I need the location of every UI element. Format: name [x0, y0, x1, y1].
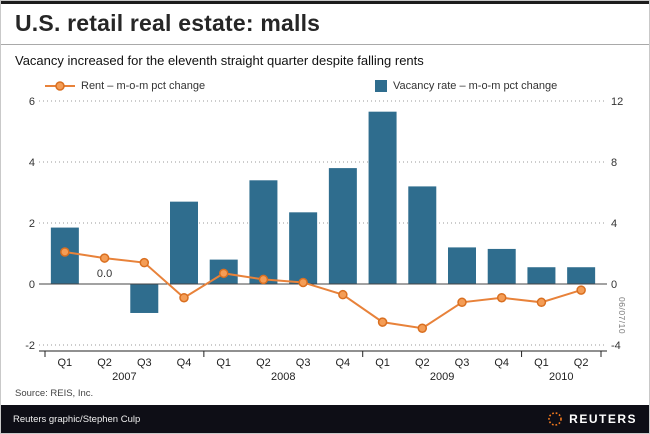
vacancy-bar: [408, 186, 437, 284]
quarter-label: Q3: [455, 357, 470, 369]
rent-marker: [179, 292, 189, 303]
vacancy-square-icon: [375, 80, 387, 92]
rent-marker: [377, 317, 388, 327]
quarter-label: Q4: [494, 357, 509, 369]
quarter-label: Q1: [534, 357, 549, 369]
right-axis-label: 0: [611, 279, 617, 291]
rent-marker: [576, 285, 586, 295]
chart-legend: Rent – m-o-m pct change Vacancy rate – m…: [1, 80, 649, 96]
rent-marker: [258, 274, 269, 285]
legend-vacancy-label: Vacancy rate – m-o-m pct change: [393, 80, 558, 92]
rent-marker: [99, 253, 110, 263]
quarter-label: Q2: [415, 357, 430, 369]
left-axis-label: 6: [29, 96, 35, 108]
left-axis-label: -2: [25, 340, 35, 352]
vacancy-bar: [527, 267, 556, 284]
chart-area: 6 4 2 0 -2 12 8 4 0 -4 Q1 Q2 Q3 Q4 Q1 Q2 Q3 Q4 Q1 Q2 Q3 Q4 Q1 Q…: [1, 89, 649, 389]
vacancy-bar: [328, 168, 357, 284]
vacancy-bar: [50, 227, 79, 284]
rent-marker: [536, 297, 547, 308]
right-axis-label: 12: [611, 96, 623, 108]
top-rule: [1, 1, 649, 4]
legend-item-rent: Rent – m-o-m pct change: [45, 80, 205, 92]
page-title: U.S. retail real estate: malls: [15, 10, 321, 36]
quarter-label: Q2: [574, 357, 589, 369]
left-axis-label: 4: [29, 157, 35, 169]
quarter-label: Q1: [375, 357, 390, 369]
source-attribution: Source: REIS, Inc.: [15, 388, 94, 399]
right-axis-label: 4: [611, 218, 617, 230]
vacancy-bar: [567, 267, 596, 284]
quarter-label: Q3: [137, 357, 152, 369]
year-label: 2007: [112, 371, 136, 383]
vacancy-bar: [170, 201, 198, 284]
left-axis-label: 2: [29, 218, 35, 230]
vacancy-bar: [448, 247, 476, 284]
vacancy-bar: [368, 111, 397, 284]
quarter-label: Q4: [336, 357, 351, 369]
reuters-logo-text: REUTERS: [569, 412, 637, 426]
footer-bar: Reuters graphic/Stephen Culp REUTERS: [1, 405, 649, 433]
legend-rent-label: Rent – m-o-m pct change: [81, 80, 206, 92]
combo-chart: 6 4 2 0 -2 12 8 4 0 -4 Q1 Q2 Q3 Q4 Q1 Q2 Q3 Q4 Q1 Q2 Q3 Q4 Q1 Q…: [25, 96, 623, 383]
year-label: 2008: [271, 371, 295, 383]
side-date-stamp: 06/07/10: [617, 297, 627, 335]
rent-marker: [218, 268, 229, 279]
rent-marker: [457, 297, 467, 308]
quarter-label: Q2: [97, 357, 112, 369]
vacancy-bar: [209, 259, 238, 284]
rent-line: [64, 250, 582, 330]
quarter-label: Q1: [216, 357, 231, 369]
rent-marker: [139, 257, 150, 268]
right-axis-label: -4: [611, 340, 621, 352]
year-label: 2010: [549, 371, 573, 383]
quarter-label: Q4: [177, 357, 192, 369]
quarter-label: Q1: [58, 357, 73, 369]
rent-line-marker-icon: [45, 81, 75, 91]
rent-marker: [298, 277, 308, 288]
right-axis-label: 8: [611, 157, 617, 169]
vacancy-bar: [130, 284, 159, 313]
rent-marker: [60, 247, 70, 257]
reuters-brand: REUTERS: [547, 411, 637, 427]
legend-item-vacancy: Vacancy rate – m-o-m pct change: [375, 80, 557, 92]
vacancy-bar: [487, 248, 516, 284]
reuters-dotted-circle-icon: [548, 412, 562, 426]
title-divider: [1, 44, 649, 45]
vacancy-bar: [289, 212, 318, 284]
rent-marker: [496, 292, 507, 303]
zero-value-annotation: 0.0: [97, 268, 112, 280]
rent-marker: [338, 289, 348, 300]
year-label: 2009: [430, 371, 454, 383]
vacancy-bar: [249, 180, 278, 284]
left-axis-label: 0: [29, 279, 35, 291]
graphic-credit: Reuters graphic/Stephen Culp: [13, 413, 141, 425]
chart-subtitle: Vacancy increased for the eleventh strai…: [15, 53, 424, 68]
quarter-label: Q2: [256, 357, 271, 369]
rent-marker: [417, 323, 428, 333]
quarter-label: Q3: [296, 357, 311, 369]
